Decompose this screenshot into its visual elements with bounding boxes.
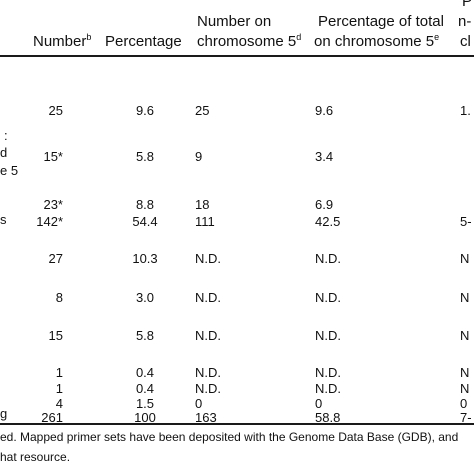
cell-number: 261 [41, 410, 63, 425]
header-percentage-total-line2: on chromosome 5e [314, 32, 440, 50]
header-number-on-chromosome-line1: Number on [197, 13, 272, 30]
cell-percentage: 1.5 [135, 396, 155, 411]
cell-number: 15 [48, 328, 63, 343]
cell-percentage: 0.4 [135, 365, 155, 380]
cell-number-on-chromosome: 111 [195, 214, 215, 229]
cell-percentage-of-total: 42.5 [315, 214, 341, 229]
cell-percentage-of-total: N.D. [315, 290, 341, 305]
cell-number-on-chromosome: 25 [195, 103, 210, 118]
cell-number: 4 [55, 396, 63, 411]
cell-percentage-of-total: N.D. [315, 328, 341, 343]
cell-number: 142* [36, 214, 63, 229]
cell-number-on-chromosome: 18 [195, 197, 210, 212]
cell-percentage: 10.3 [132, 251, 158, 266]
cell-percentage-of-total: N.D. [315, 365, 341, 380]
cell-percentage-of-total: N.D. [315, 251, 341, 266]
cell-cutoff: N [460, 381, 470, 396]
cell-number-on-chromosome: N.D. [195, 365, 221, 380]
cell-cutoff: 5- [460, 214, 472, 229]
cell-number-on-chromosome: N.D. [195, 381, 221, 396]
cell-number: 1 [55, 381, 63, 396]
footnote-line-1: ed. Mapped primer sets have been deposit… [0, 430, 459, 444]
row-label-fragment: d [0, 145, 8, 160]
cell-percentage: 100 [134, 410, 156, 425]
cell-number-on-chromosome: 9 [195, 149, 203, 164]
footer-rule [0, 423, 474, 425]
cell-number: 15* [43, 149, 63, 164]
row-label-fragment: g [0, 406, 8, 421]
cell-number-on-chromosome: N.D. [195, 251, 221, 266]
cell-cutoff: 7- [460, 410, 472, 425]
cell-cutoff: 1. [460, 103, 471, 118]
cell-cutoff: N [460, 290, 470, 305]
cell-number: 8 [55, 290, 63, 305]
cell-percentage: 5.8 [135, 149, 155, 164]
cell-percentage: 8.8 [135, 197, 155, 212]
row-label-fragment: : [4, 128, 8, 143]
header-number: Numberb [33, 32, 92, 50]
cell-number-on-chromosome: N.D. [195, 290, 221, 305]
header-percentage-total-line1: Percentage of total [318, 13, 444, 30]
cell-percentage-of-total: 6.9 [315, 197, 334, 212]
cell-percentage: 9.6 [135, 103, 155, 118]
cell-percentage: 54.4 [132, 214, 158, 229]
cell-cutoff: 0 [460, 396, 468, 411]
row-label-fragment: s [0, 212, 7, 227]
header-cutoff-line2: cl [460, 33, 471, 50]
cell-number: 27 [48, 251, 63, 266]
cell-cutoff: N [460, 328, 470, 343]
row-label-fragment: e 5 [0, 163, 19, 178]
header-percentage: Percentage [105, 33, 182, 50]
header-rule [0, 55, 474, 57]
header-cutoff-line0: P [462, 0, 473, 10]
header-number-on-chromosome-line2: chromosome 5d [197, 32, 302, 50]
cell-cutoff: N [460, 251, 470, 266]
cell-number-on-chromosome: 163 [195, 410, 217, 425]
footnote-line-2: hat resource. [0, 450, 71, 464]
cell-cutoff: N [460, 365, 470, 380]
cell-percentage-of-total: N.D. [315, 381, 341, 396]
cell-number: 23* [43, 197, 63, 212]
header-cutoff-line1: n- [458, 13, 472, 30]
cell-percentage-of-total: 9.6 [315, 103, 334, 118]
cell-percentage: 5.8 [135, 328, 155, 343]
cell-percentage-of-total: 3.4 [315, 149, 334, 164]
cell-number-on-chromosome: N.D. [195, 328, 221, 343]
cell-percentage-of-total: 58.8 [315, 410, 341, 425]
cell-percentage-of-total: 0 [315, 396, 323, 411]
cell-number: 25 [48, 103, 63, 118]
cell-percentage: 0.4 [135, 381, 155, 396]
cell-percentage: 3.0 [135, 290, 155, 305]
cell-number: 1 [55, 365, 63, 380]
cell-number-on-chromosome: 0 [195, 396, 203, 411]
